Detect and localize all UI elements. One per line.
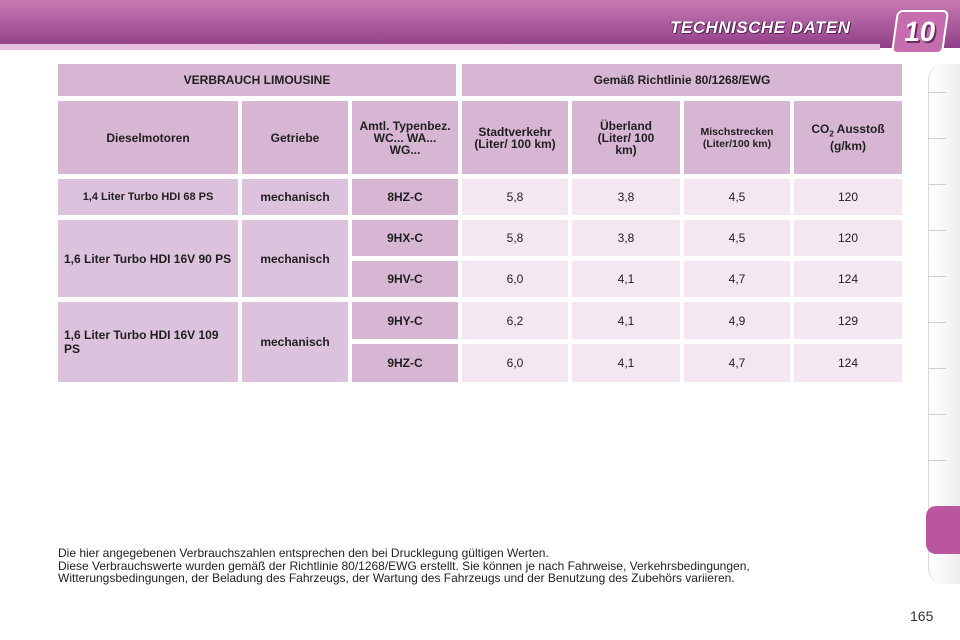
engine-cell: 1,6 Liter Turbo HDI 16V 90 PS bbox=[58, 220, 238, 297]
city-value: 6,2 bbox=[462, 302, 568, 339]
type-code-cell: 8HZ-C bbox=[352, 179, 458, 215]
co2-value: 124 bbox=[794, 344, 902, 382]
side-tab-divider bbox=[928, 322, 946, 323]
type-code-cell: 9HV-C bbox=[352, 261, 458, 297]
highway-value: 4,1 bbox=[572, 261, 680, 297]
page-number: 165 bbox=[910, 608, 934, 624]
footnote-line: Die hier angegebenen Verbrauchszahlen en… bbox=[58, 546, 549, 560]
footnote: Die hier angegebenen Verbrauchszahlen en… bbox=[58, 547, 918, 585]
combined-value: 4,7 bbox=[684, 344, 790, 382]
side-tab-strip bbox=[928, 64, 960, 584]
city-value: 5,8 bbox=[462, 220, 568, 256]
column-header-engine: Dieselmotoren bbox=[58, 101, 238, 174]
side-tab-divider bbox=[928, 230, 946, 231]
type-code-cell: 9HZ-C bbox=[352, 344, 458, 382]
table-title: VERBRAUCH LIMOUSINE bbox=[58, 64, 456, 96]
highway-value: 4,1 bbox=[572, 344, 680, 382]
side-tab-divider bbox=[928, 92, 946, 93]
co2-label: CO2 Ausstoß (g/km) bbox=[811, 121, 885, 154]
highway-value: 4,1 bbox=[572, 302, 680, 339]
column-header-type: Amtl. Typenbez. WC... WA... WG... bbox=[352, 101, 458, 174]
header-stripe bbox=[0, 44, 880, 50]
column-header-gearbox: Getriebe bbox=[242, 101, 348, 174]
column-header-co2: CO2 Ausstoß (g/km) bbox=[794, 101, 902, 174]
gearbox-cell: mechanisch bbox=[242, 220, 348, 297]
city-value: 6,0 bbox=[462, 344, 568, 382]
engine-cell: 1,4 Liter Turbo HDI 68 PS bbox=[58, 179, 238, 215]
footnote-line: Witterungsbedingungen, der Beladung des … bbox=[58, 571, 735, 585]
city-value: 6,0 bbox=[462, 261, 568, 297]
combined-value: 4,5 bbox=[684, 179, 790, 215]
footnote-line: Diese Verbrauchswerte wurden gemäß der R… bbox=[58, 558, 750, 573]
column-header-highway: Überland (Liter/ 100 km) bbox=[572, 101, 680, 174]
header-band bbox=[0, 0, 960, 48]
side-tab-divider bbox=[928, 460, 946, 461]
city-value: 5,8 bbox=[462, 179, 568, 215]
co2-value: 120 bbox=[794, 179, 902, 215]
co2-value: 120 bbox=[794, 220, 902, 256]
co2-value: 129 bbox=[794, 302, 902, 339]
type-code-cell: 9HY-C bbox=[352, 302, 458, 339]
side-tab-divider bbox=[928, 368, 946, 369]
combined-value: 4,9 bbox=[684, 302, 790, 339]
gearbox-cell: mechanisch bbox=[242, 302, 348, 382]
column-header-city: Stadtverkehr (Liter/ 100 km) bbox=[462, 101, 568, 174]
side-tab-active[interactable] bbox=[926, 506, 960, 554]
side-tab-divider bbox=[928, 184, 946, 185]
co2-value: 124 bbox=[794, 261, 902, 297]
side-tab-divider bbox=[928, 138, 946, 139]
type-code-cell: 9HX-C bbox=[352, 220, 458, 256]
chapter-badge: 10 bbox=[890, 10, 950, 54]
combined-value: 4,5 bbox=[684, 220, 790, 256]
highway-value: 3,8 bbox=[572, 220, 680, 256]
gearbox-cell: mechanisch bbox=[242, 179, 348, 215]
column-header-combined: Mischstrecken (Liter/100 km) bbox=[684, 101, 790, 174]
side-tab-divider bbox=[928, 276, 946, 277]
side-tab-divider bbox=[928, 414, 946, 415]
page-title: TECHNISCHE DATEN bbox=[670, 18, 851, 37]
engine-cell: 1,6 Liter Turbo HDI 16V 109 PS bbox=[58, 302, 238, 382]
highway-value: 3,8 bbox=[572, 179, 680, 215]
directive-header: Gemäß Richtlinie 80/1268/EWG bbox=[462, 64, 902, 96]
combined-value: 4,7 bbox=[684, 261, 790, 297]
